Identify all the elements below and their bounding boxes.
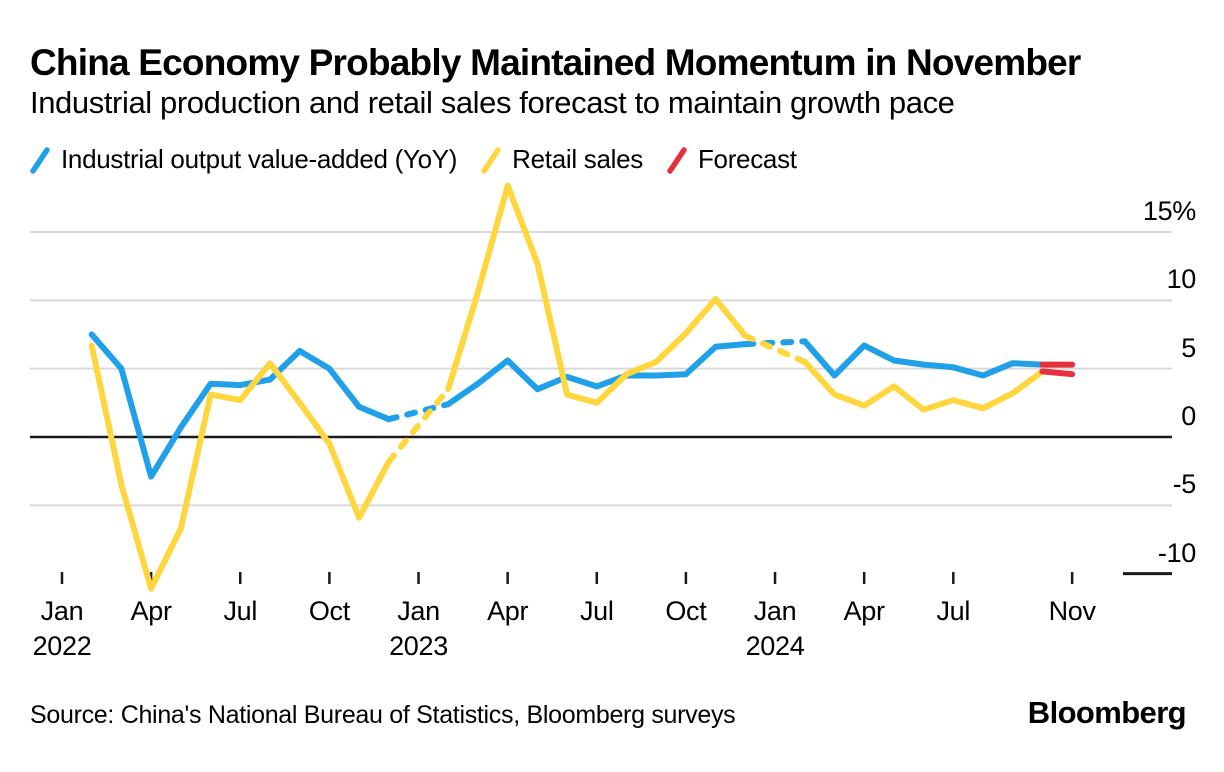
legend-item: Forecast <box>665 144 797 175</box>
legend-item: Retail sales <box>479 144 643 175</box>
series-industrial-output-value-added-yoy <box>742 338 808 348</box>
series-retail-sales <box>385 386 452 465</box>
legend-label: Forecast <box>697 144 797 174</box>
x-axis-month-label: Jan <box>753 596 797 626</box>
x-axis-month-label: Apr <box>487 596 529 626</box>
x-axis-month-label: Jul <box>579 596 614 626</box>
y-axis-tick-label: -5 <box>1172 469 1197 500</box>
legend-slash <box>481 146 501 174</box>
series-retail-sales <box>801 358 1046 413</box>
y-axis-tick-label: -10 <box>1157 537 1196 568</box>
series-forecast <box>1039 368 1076 378</box>
source-note: Source: China's National Bureau of Stati… <box>30 701 736 729</box>
y-axis-tick-label: 15% <box>1142 196 1196 227</box>
legend-slash <box>30 146 50 174</box>
x-axis-year-label: 2024 <box>745 631 805 661</box>
series-industrial-output-value-added-yoy <box>385 401 452 423</box>
y-axis-tick-label: 5 <box>1181 332 1196 363</box>
x-axis-month-label: Nov <box>1048 596 1096 626</box>
x-axis-month-label: Jan <box>397 596 440 626</box>
y-axis-tick-label: 0 <box>1181 401 1196 431</box>
x-axis-month-label: Oct <box>665 596 707 626</box>
legend-slash-icon <box>667 146 687 174</box>
series-industrial-output-value-added-yoy <box>88 331 392 480</box>
legend-slash-icon <box>30 146 50 174</box>
x-axis-month-label: Apr <box>130 596 172 626</box>
legend-slash-icon <box>481 146 501 174</box>
series-retail-sales <box>88 342 392 592</box>
bloomberg-logo: Bloomberg <box>1027 695 1187 730</box>
legend-label: Industrial output value-added (YoY) <box>61 144 458 174</box>
x-axis-month-label: Apr <box>843 596 885 626</box>
series-retail-sales <box>445 182 749 406</box>
series-industrial-output-value-added-yoy <box>801 338 1046 379</box>
legend-item: Industrial output value-added (YoY) <box>28 144 457 175</box>
y-axis-tick-label: 10 <box>1166 264 1197 295</box>
chart-legend: Industrial output value-added (YoY) Retai… <box>28 144 797 175</box>
x-axis-month-label: Jul <box>936 596 971 626</box>
x-axis-year-label: 2023 <box>389 631 448 661</box>
x-axis-month-label: Jul <box>223 596 258 626</box>
legend-slash <box>667 146 687 174</box>
legend-label: Retail sales <box>512 144 643 174</box>
x-axis-month-label: Oct <box>308 596 350 626</box>
series-retail-sales <box>742 332 808 365</box>
x-axis-year-label: 2022 <box>32 631 92 661</box>
x-axis-month-label: Jan <box>40 596 84 626</box>
series-industrial-output-value-added-yoy <box>445 341 749 408</box>
chart-title: China Economy Probably Maintained Moment… <box>30 42 1081 83</box>
chart-subtitle: Industrial production and retail sales f… <box>30 85 955 120</box>
